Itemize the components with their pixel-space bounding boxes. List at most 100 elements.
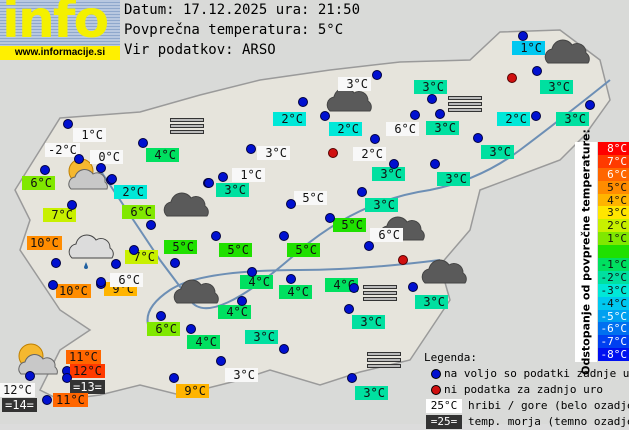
station-dot[interactable] bbox=[357, 187, 367, 197]
legend-sea: temp. morja (temno ozadje) bbox=[468, 415, 629, 428]
logo-url[interactable]: www.informacije.si bbox=[0, 46, 120, 60]
temperature-label: 2°C bbox=[497, 112, 530, 126]
station-dot[interactable] bbox=[216, 356, 226, 366]
station-dot[interactable] bbox=[62, 373, 72, 383]
station-dot[interactable] bbox=[107, 174, 117, 184]
scale-step: -5°C bbox=[598, 309, 629, 323]
station-dot[interactable] bbox=[585, 100, 595, 110]
logo[interactable]: info www.informacije.si bbox=[0, 0, 120, 60]
station-dot[interactable] bbox=[237, 296, 247, 306]
station-dot[interactable] bbox=[146, 220, 156, 230]
sea-temperature-label: =14= bbox=[2, 398, 37, 412]
station-dot[interactable] bbox=[111, 259, 121, 269]
mountain-temperature-label: 6°C bbox=[110, 273, 143, 287]
partly-cloudy-icon bbox=[18, 343, 58, 375]
scale-step: 1°C bbox=[598, 232, 629, 245]
station-dot[interactable] bbox=[96, 163, 106, 173]
legend-missing: ni podatka za zadnjo uro bbox=[444, 383, 603, 396]
station-dot[interactable] bbox=[48, 280, 58, 290]
station-dot[interactable] bbox=[42, 395, 52, 405]
station-dot[interactable] bbox=[204, 178, 214, 188]
station-dot[interactable] bbox=[286, 199, 296, 209]
station-dot[interactable] bbox=[344, 304, 354, 314]
station-dot[interactable] bbox=[218, 172, 228, 182]
station-dot[interactable] bbox=[408, 282, 418, 292]
missing-data-dot[interactable] bbox=[328, 148, 338, 158]
station-dot[interactable] bbox=[170, 258, 180, 268]
temperature-label: 3°C bbox=[437, 172, 470, 186]
station-dot[interactable] bbox=[169, 373, 179, 383]
station-dot[interactable] bbox=[427, 94, 437, 104]
mountain-temperature-label: -2°C bbox=[45, 143, 80, 157]
station-dot[interactable] bbox=[435, 109, 445, 119]
station-dot[interactable] bbox=[63, 119, 73, 129]
station-dot[interactable] bbox=[129, 245, 139, 255]
scale-step: 7°C bbox=[598, 154, 629, 168]
station-dot[interactable] bbox=[372, 70, 382, 80]
temperature-label: 4°C bbox=[218, 305, 251, 319]
mountain-temperature-label: 0°C bbox=[90, 150, 123, 164]
missing-data-dot[interactable] bbox=[398, 255, 408, 265]
station-dot[interactable] bbox=[67, 200, 77, 210]
rain-cloud-icon bbox=[68, 234, 114, 269]
cloud-icon bbox=[326, 87, 372, 112]
station-dot[interactable] bbox=[51, 258, 61, 268]
sea-temperature-label: =13= bbox=[70, 380, 105, 394]
temperature-label: 6°C bbox=[147, 322, 180, 336]
station-dot[interactable] bbox=[156, 311, 166, 321]
station-dot[interactable] bbox=[279, 231, 289, 241]
cloud-icon bbox=[544, 39, 590, 64]
temperature-label: 3°C bbox=[245, 330, 278, 344]
station-dot[interactable] bbox=[389, 159, 399, 169]
temperature-label: 10°C bbox=[27, 236, 62, 250]
station-dot[interactable] bbox=[279, 344, 289, 354]
station-dot[interactable] bbox=[430, 159, 440, 169]
station-dot[interactable] bbox=[246, 144, 256, 154]
temperature-label: 5°C bbox=[287, 243, 320, 257]
station-dot[interactable] bbox=[518, 31, 528, 41]
temperature-label: 12°C bbox=[70, 364, 105, 378]
station-dot[interactable] bbox=[96, 277, 106, 287]
station-dot[interactable] bbox=[211, 231, 221, 241]
mountain-temperature-label: 1°C bbox=[232, 168, 265, 182]
temperature-label: 4°C bbox=[240, 275, 273, 289]
fog-icon bbox=[448, 96, 482, 116]
station-dot[interactable] bbox=[532, 66, 542, 76]
station-dot[interactable] bbox=[247, 267, 257, 277]
temperature-label: 11°C bbox=[53, 393, 88, 407]
station-dot[interactable] bbox=[298, 97, 308, 107]
missing-data-dot[interactable] bbox=[507, 73, 517, 83]
data-source: Vir podatkov: ARSO bbox=[124, 42, 276, 58]
scale-step: 5°C bbox=[598, 180, 629, 194]
temperature-label: 11°C bbox=[66, 350, 101, 364]
station-dot[interactable] bbox=[473, 133, 483, 143]
station-dot[interactable] bbox=[40, 165, 50, 175]
station-dot[interactable] bbox=[74, 154, 84, 164]
station-dot[interactable] bbox=[364, 241, 374, 251]
temperature-label: 3°C bbox=[481, 145, 514, 159]
temperature-label: 3°C bbox=[352, 315, 385, 329]
scale-step: 2°C bbox=[598, 219, 629, 232]
temperature-label: 4°C bbox=[279, 285, 312, 299]
station-dot[interactable] bbox=[410, 110, 420, 120]
scale-step: -7°C bbox=[598, 335, 629, 348]
cloud-icon bbox=[173, 279, 219, 304]
scale-step: 3°C bbox=[598, 206, 629, 219]
station-dot[interactable] bbox=[347, 373, 357, 383]
country-outline bbox=[14, 29, 611, 401]
temperature-label: 5°C bbox=[219, 243, 252, 257]
station-dot[interactable] bbox=[320, 111, 330, 121]
date-line: Datum: 17.12.2025 ura: 21:50 bbox=[124, 2, 361, 18]
mountain-temperature-label: 5°C bbox=[294, 191, 327, 205]
station-dot[interactable] bbox=[325, 213, 335, 223]
station-dot[interactable] bbox=[531, 111, 541, 121]
station-dot[interactable] bbox=[286, 274, 296, 284]
scale-step: 8°C bbox=[598, 142, 629, 155]
station-dot[interactable] bbox=[25, 371, 35, 381]
scale-title: Odstopanje od povprečne temperature: bbox=[575, 129, 597, 375]
station-dot[interactable] bbox=[349, 283, 359, 293]
mountain-sample: 25°C bbox=[426, 399, 462, 413]
station-dot[interactable] bbox=[138, 138, 148, 148]
station-dot[interactable] bbox=[186, 324, 196, 334]
station-dot[interactable] bbox=[370, 134, 380, 144]
